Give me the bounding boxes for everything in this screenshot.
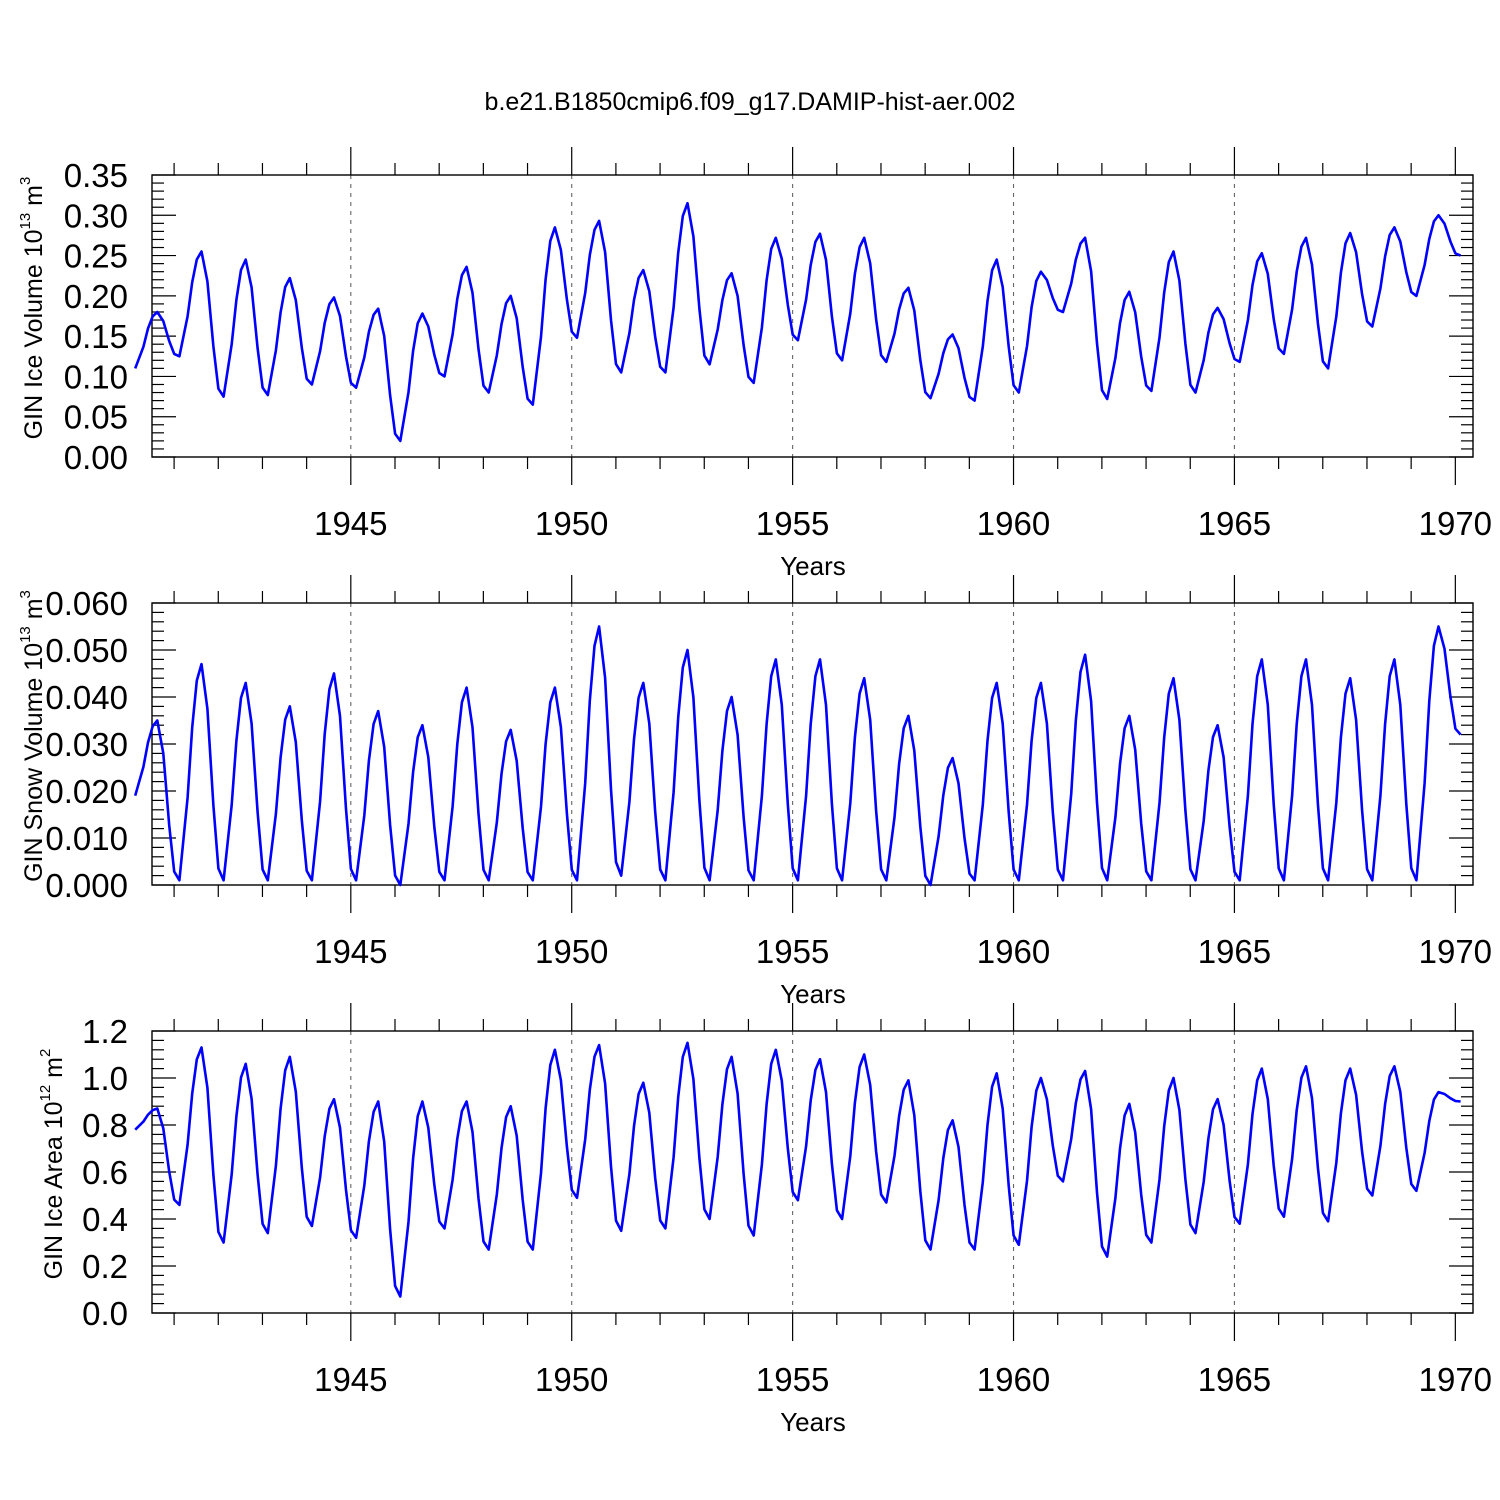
y-tick-label: 0.05 xyxy=(64,399,128,436)
y-tick-label: 0.15 xyxy=(64,318,128,355)
x-tick-label: 1965 xyxy=(1198,505,1271,542)
y-tick-label: 0.2 xyxy=(82,1248,128,1285)
y-tick-label: 1.2 xyxy=(82,1013,128,1050)
series-line xyxy=(133,201,1462,443)
y-axis-title-sup: 12 xyxy=(37,1085,54,1102)
y-axis-title: GIN Ice Area 1012 m2 xyxy=(37,1049,68,1280)
x-tick-label: 1970 xyxy=(1419,1361,1492,1398)
y-tick-label: 0.35 xyxy=(64,157,128,194)
plot-frame xyxy=(151,602,1474,886)
y-tick-label: 0.030 xyxy=(45,726,128,763)
y-tick-label: 1.0 xyxy=(82,1060,128,1097)
x-tick-label: 1955 xyxy=(756,505,829,542)
y-tick-label: 0.8 xyxy=(82,1107,128,1144)
y-axis-title-sup: 3 xyxy=(17,590,34,598)
x-tick-label: 1950 xyxy=(535,1361,608,1398)
series-line xyxy=(133,625,1462,887)
y-tick-label: 0.10 xyxy=(64,358,128,395)
y-axis-title: GIN Ice Volume 1013 m3 xyxy=(17,177,48,440)
y-axis-title-part: GIN Ice Area 10 xyxy=(40,1101,68,1279)
y-tick-label: 0.6 xyxy=(82,1154,128,1191)
x-tick-label: 1960 xyxy=(977,1361,1050,1398)
y-axis-title-part: GIN Snow Volume 10 xyxy=(20,643,48,882)
y-tick-label: 0.020 xyxy=(45,773,128,810)
y-tick-label: 0.20 xyxy=(64,278,128,315)
y-tick-label: 0.060 xyxy=(45,585,128,622)
x-tick-label: 1970 xyxy=(1419,933,1492,970)
x-axis-title: Years xyxy=(780,1407,846,1437)
y-tick-label: 0.30 xyxy=(64,197,128,234)
x-tick-label: 1950 xyxy=(535,505,608,542)
y-axis-title: GIN Snow Volume 1013 m3 xyxy=(17,590,48,882)
y-axis-title-sup: 3 xyxy=(17,177,34,185)
plot-frame xyxy=(151,174,1474,458)
y-tick-label: 0.040 xyxy=(45,679,128,716)
y-axis-title-part: GIN Ice Volume 10 xyxy=(20,229,48,439)
y-axis-title-sup: 2 xyxy=(37,1049,54,1057)
y-tick-label: 0.050 xyxy=(45,632,128,669)
y-axis-title-part: m xyxy=(40,1057,68,1085)
x-tick-label: 1950 xyxy=(535,933,608,970)
y-tick-label: 0.00 xyxy=(64,439,128,476)
x-tick-label: 1960 xyxy=(977,505,1050,542)
x-tick-label: 1945 xyxy=(314,1361,387,1398)
y-axis-title-part: m xyxy=(20,185,48,213)
x-tick-label: 1955 xyxy=(756,933,829,970)
series-line xyxy=(134,1041,1461,1298)
ice-volume-panel: 1945 1950 1955 1960 1965 1970 Years 0.000.05 0.1… xyxy=(17,147,1492,581)
y-tick-label: 0.4 xyxy=(82,1201,128,1238)
y-tick-label: 0.25 xyxy=(64,238,128,275)
figure-title: b.e21.B1850cmip6.f09_g17.DAMIP-hist-aer.… xyxy=(485,88,1016,116)
ice-area-panel: 1945 1950 1955 1960 1965 1970 Years 0.0 0.2 0.4 0.… xyxy=(37,1003,1492,1437)
x-axis-title: Years xyxy=(780,979,846,1009)
x-tick-label: 1965 xyxy=(1198,933,1271,970)
y-tick-label: 0.010 xyxy=(45,820,128,857)
y-axis-title-part: m xyxy=(20,598,48,626)
x-tick-label: 1965 xyxy=(1198,1361,1271,1398)
x-tick-label: 1960 xyxy=(977,933,1050,970)
x-axis-title: Years xyxy=(780,551,846,581)
snow-volume-panel: 1945 1950 1955 1960 1965 1970 Years 0.000 0.010 0… xyxy=(17,575,1492,1009)
x-tick-label: 1945 xyxy=(314,505,387,542)
y-tick-label: 0.0 xyxy=(82,1295,128,1332)
y-tick-label: 0.000 xyxy=(45,867,128,904)
y-axis-title-sup: 13 xyxy=(17,626,34,643)
y-axis-title-sup: 13 xyxy=(17,213,34,230)
x-tick-label: 1955 xyxy=(756,1361,829,1398)
x-tick-label: 1945 xyxy=(314,933,387,970)
x-tick-label: 1970 xyxy=(1419,505,1492,542)
